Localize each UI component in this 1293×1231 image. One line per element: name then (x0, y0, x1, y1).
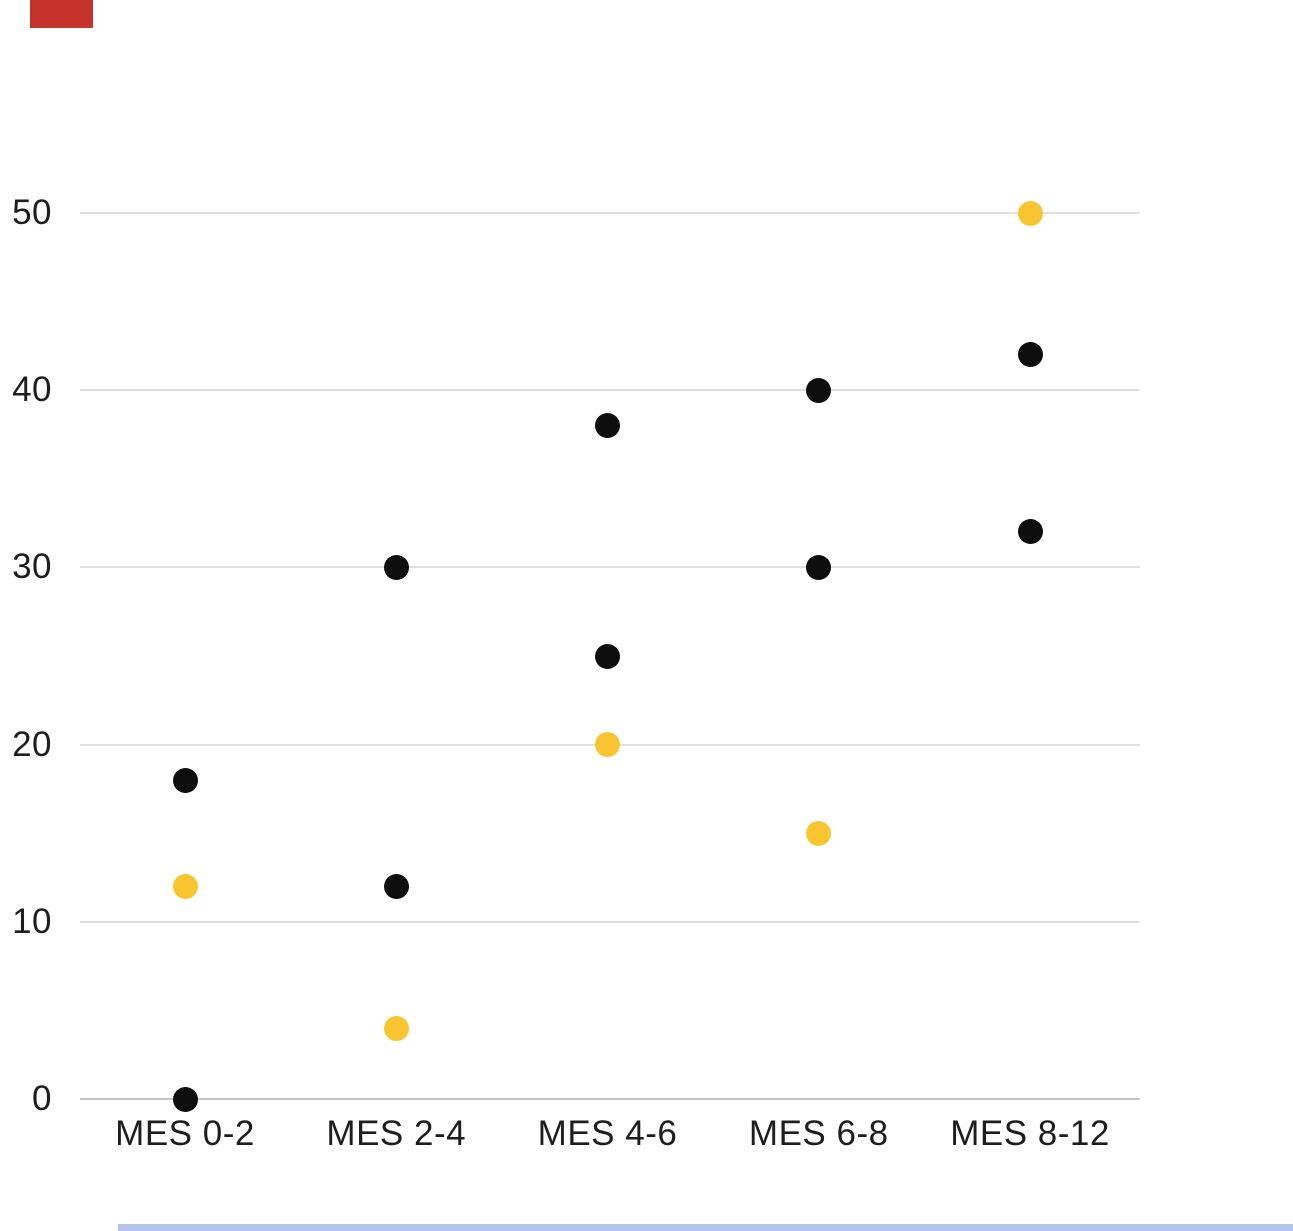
data-point-yellow (1017, 200, 1043, 226)
data-point-black-lower (595, 643, 620, 669)
x-category-label: MES 8-12 (950, 1114, 1110, 1153)
data-point-yellow (806, 820, 832, 846)
bottom-blue-strip (118, 1224, 1293, 1231)
data-point-black-upper (172, 767, 198, 793)
x-category-label: MES 4-6 (537, 1114, 678, 1153)
data-point-black-lower (1017, 519, 1043, 545)
gridline (80, 920, 1140, 923)
data-point-black-lower (172, 1086, 198, 1112)
data-point-black-lower (383, 873, 409, 899)
gridline (80, 212, 1140, 214)
y-tick-label: 50 (12, 193, 52, 232)
x-category-label: MES 0-2 (115, 1114, 255, 1153)
data-point-black-upper (1017, 342, 1043, 368)
x-category-label: MES 2-4 (326, 1114, 467, 1153)
data-point-black-upper (383, 554, 409, 580)
x-axis-line (80, 1098, 1140, 1100)
y-tick-label: 0 (32, 1079, 52, 1118)
y-tick-label: 40 (12, 370, 52, 410)
data-point-yellow (383, 1015, 409, 1041)
red-badge (30, 0, 93, 28)
y-tick-label: 20 (12, 724, 52, 764)
data-point-yellow (172, 873, 198, 899)
y-tick-label: 30 (12, 547, 52, 587)
data-point-black-upper (806, 377, 832, 403)
data-point-yellow (595, 732, 620, 758)
data-point-black-lower (806, 554, 832, 580)
y-tick-label: 10 (12, 901, 52, 941)
gridline (80, 389, 1140, 392)
x-category-label: MES 6-8 (748, 1114, 889, 1153)
gridline (80, 566, 1140, 569)
data-point-black-upper (595, 413, 620, 439)
